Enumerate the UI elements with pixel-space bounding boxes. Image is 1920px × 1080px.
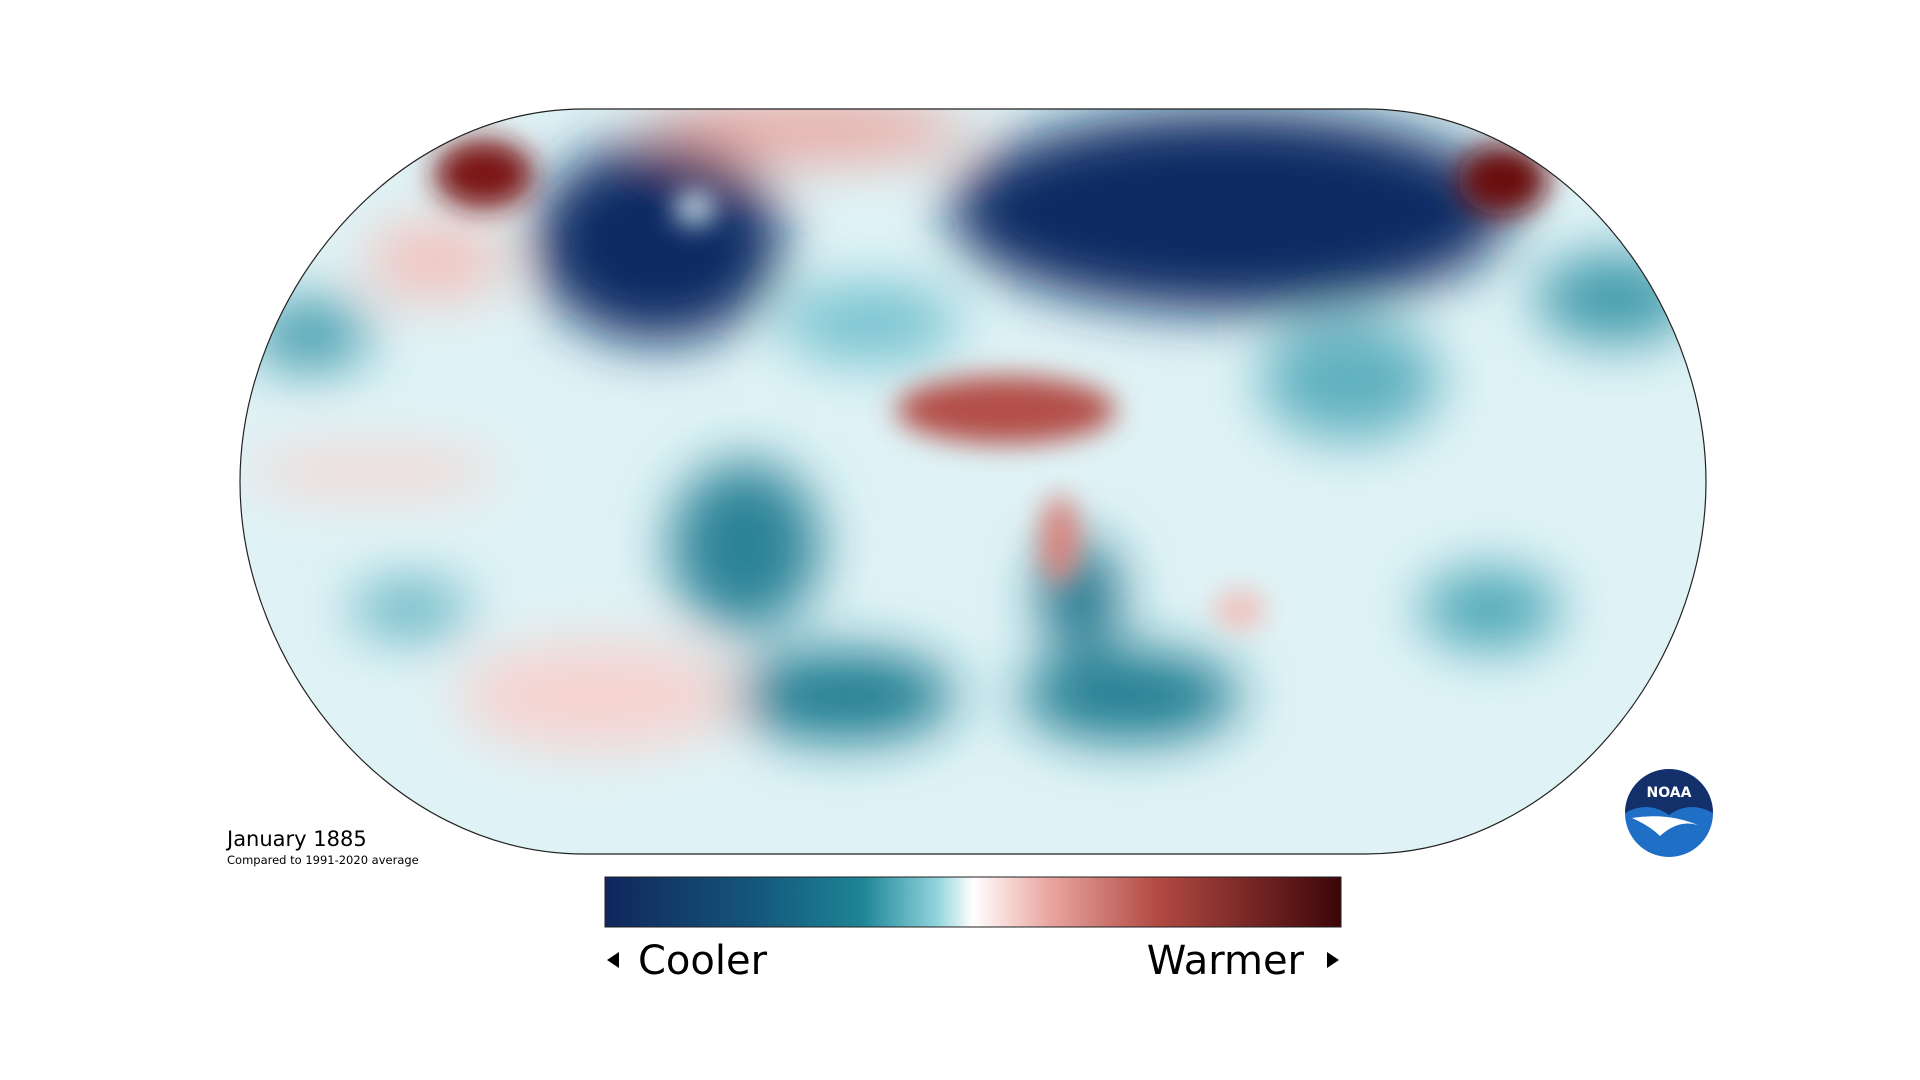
left-arrow: [607, 952, 619, 968]
logo-text: NOAA: [1647, 785, 1692, 801]
legend-low-label: Cooler: [638, 938, 768, 984]
right-arrow: [1327, 952, 1339, 968]
legend-high-label: Warmer: [1147, 938, 1305, 984]
color-scale: [604, 876, 1342, 928]
map-outline: [239, 108, 1707, 855]
noaa-logo: NOAA: [1625, 769, 1713, 857]
temperature-field: [240, 109, 1706, 854]
map-title: January 1885: [225, 827, 367, 851]
map-subtitle: Compared to 1991-2020 average: [227, 853, 419, 867]
